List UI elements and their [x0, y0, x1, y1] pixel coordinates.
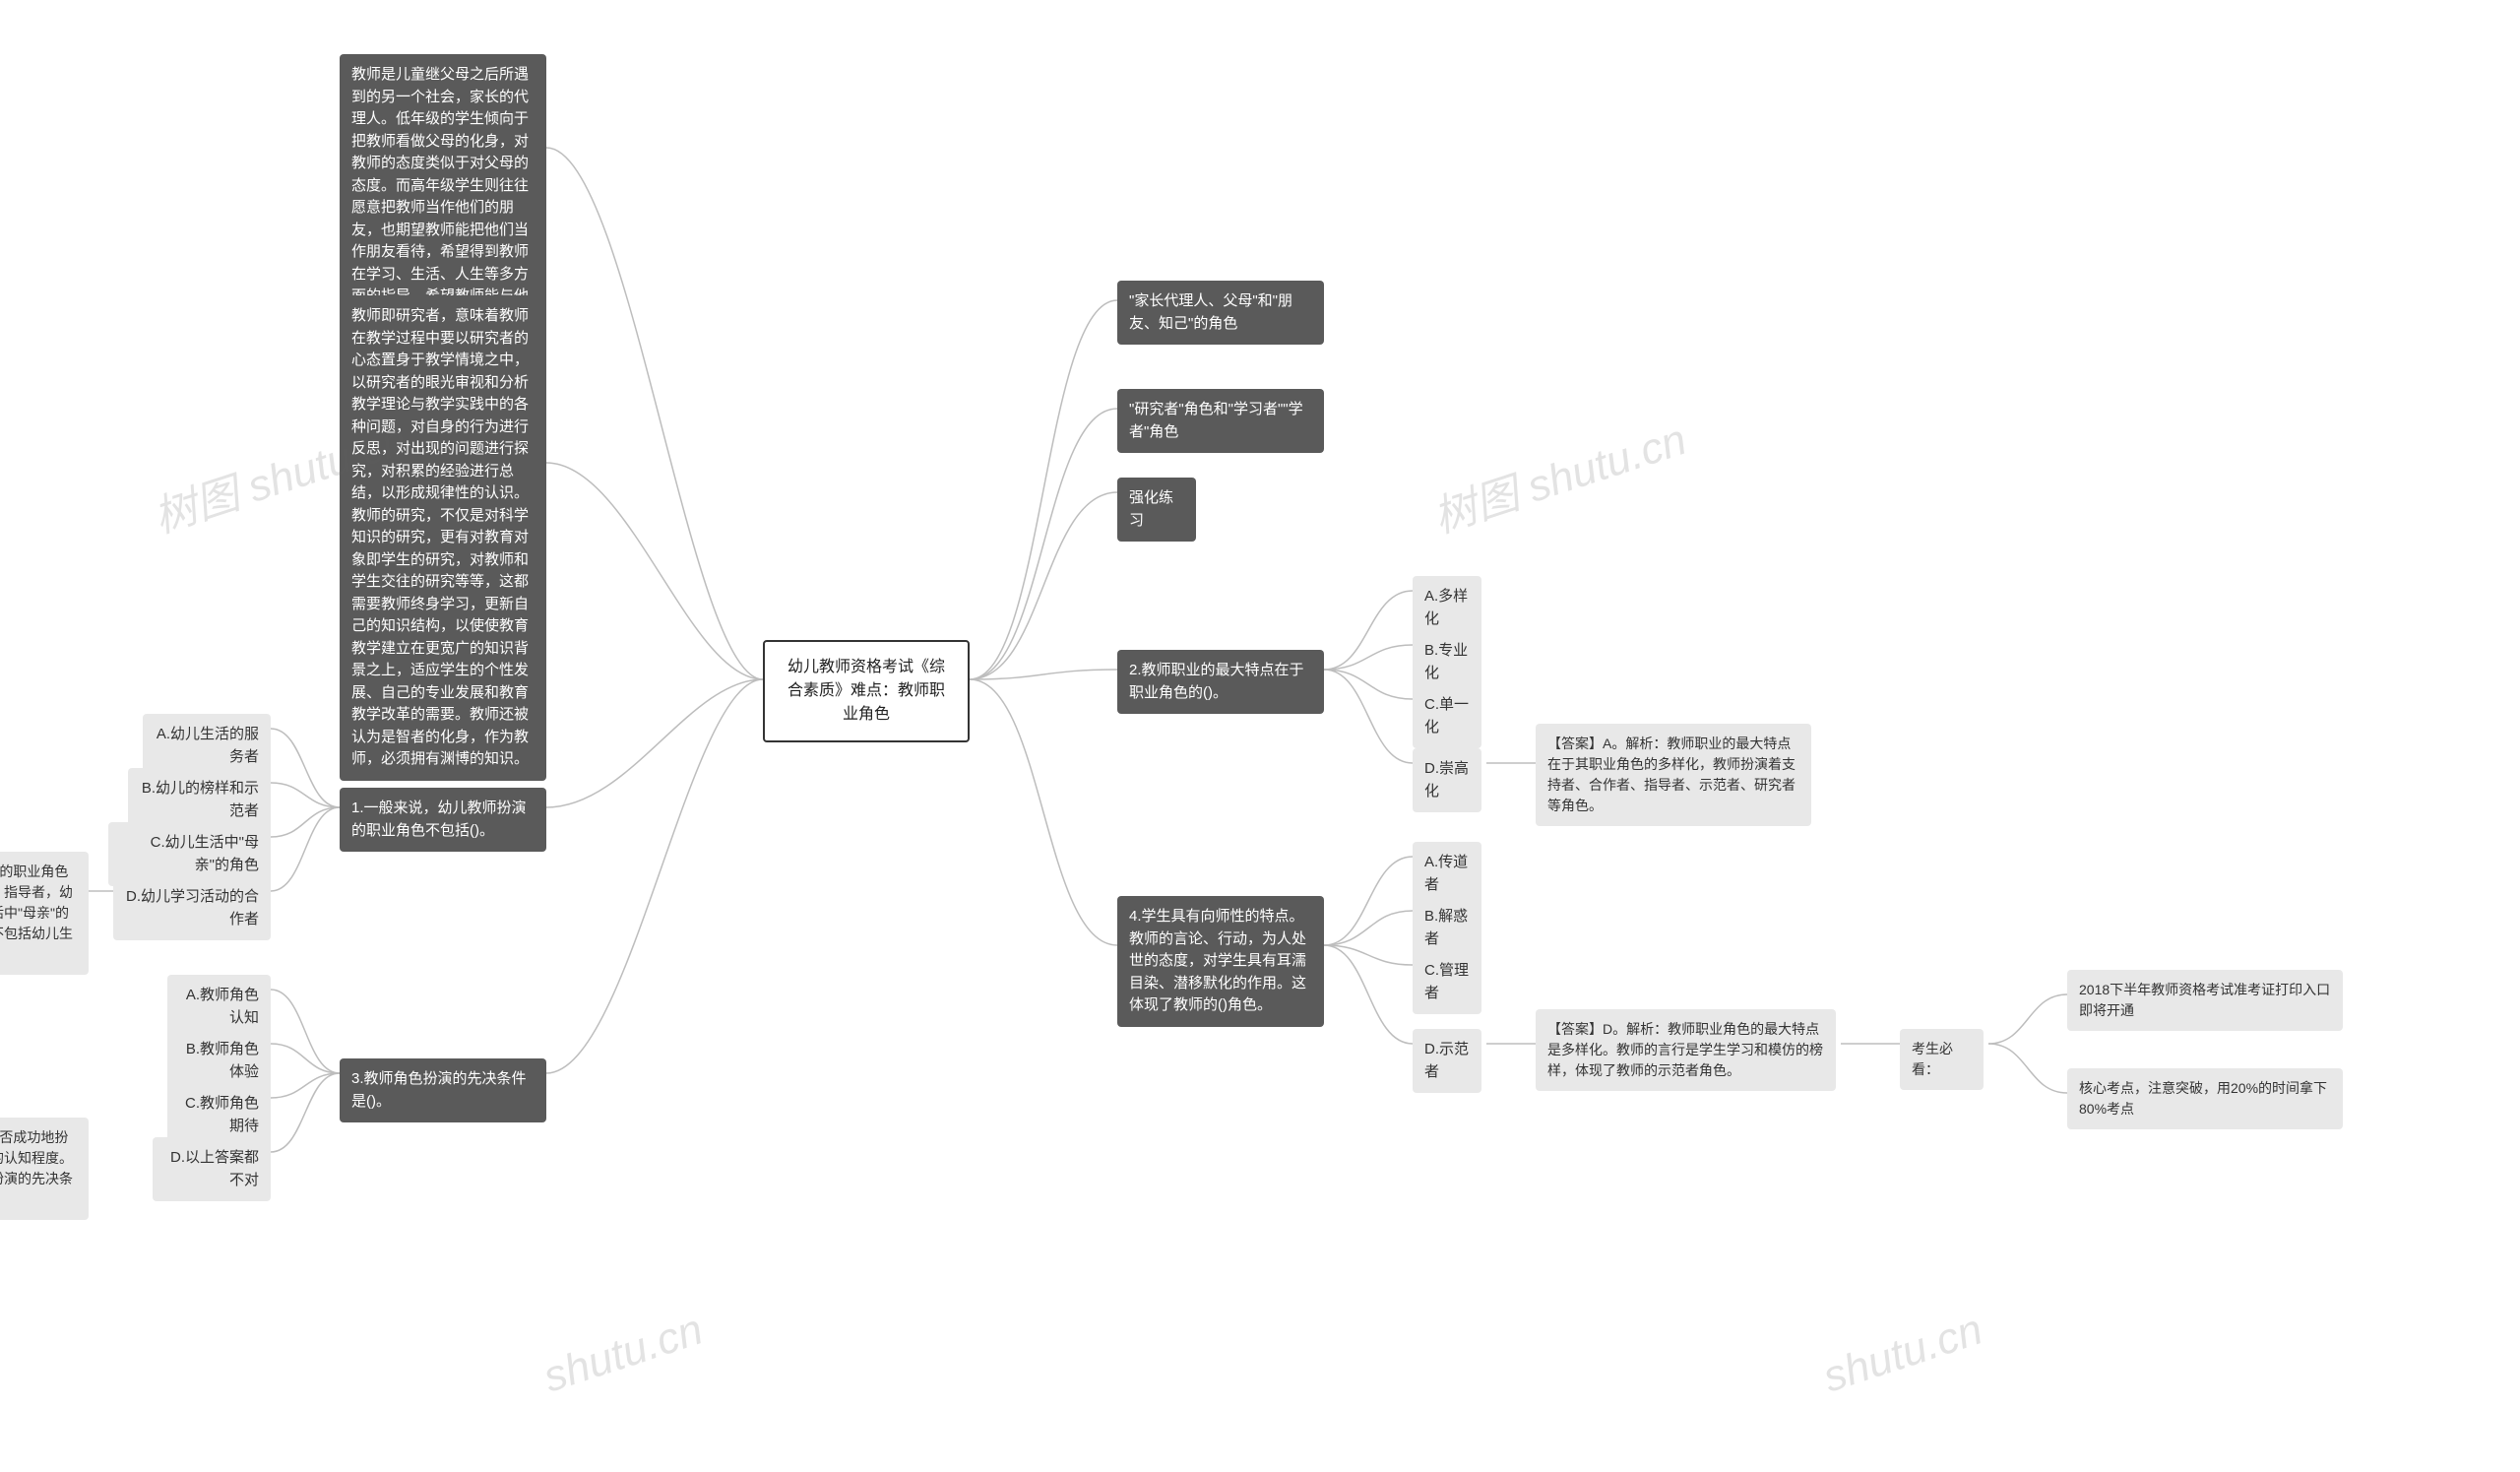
- right-practice: 强化练习: [1117, 478, 1196, 542]
- left-desc2: 教师即研究者，意味着教师在教学过程中要以研究者的心态置身于教学情境之中，以研究者…: [340, 295, 546, 781]
- q3-stem-text: 3.教师角色扮演的先决条件是()。: [351, 1070, 527, 1110]
- q2-b-text: B.专业化: [1424, 642, 1468, 681]
- q4-tip2-text: 核心考点，注意突破，用20%的时间拿下80%考点: [2079, 1080, 2327, 1117]
- role1-text: "家长代理人、父母"和"朋友、知己"的角色: [1129, 292, 1292, 332]
- q2-stem-text: 2.教师职业的最大特点在于职业角色的()。: [1129, 662, 1304, 701]
- q1-answer: 【答案】A。解析：教师扮演的职业角色包括幼儿学习生活的合作者、指导者，幼儿的榜样…: [0, 852, 89, 975]
- right-role2: "研究者"角色和"学习者""学者"角色: [1117, 389, 1324, 453]
- q4-stem: 4.学生具有向师性的特点。教师的言论、行动，为人处世的态度，对学生具有耳濡目染、…: [1117, 896, 1324, 1027]
- center-node: 幼儿教师资格考试《综合素质》难点：教师职业角色: [763, 640, 970, 742]
- q4-a-text: A.传道者: [1424, 854, 1468, 893]
- q3-stem: 3.教师角色扮演的先决条件是()。: [340, 1058, 546, 1122]
- practice-text: 强化练习: [1129, 489, 1173, 529]
- q1-d-text: D.幼儿学习活动的合作者: [126, 888, 259, 928]
- watermark: 树图 shutu.cn: [1424, 404, 1693, 544]
- q2-opt-d: D.崇高化: [1413, 748, 1481, 812]
- q1-c-text: C.幼儿生活中"母亲"的角色: [151, 834, 259, 873]
- q4-tip1: 2018下半年教师资格考试准考证打印入口即将开通: [2067, 970, 2343, 1031]
- q3-c-text: C.教师角色期待: [185, 1095, 259, 1134]
- center-title: 幼儿教师资格考试《综合素质》难点：教师职业角色: [788, 659, 945, 723]
- q2-ans-text: 【答案】A。解析：教师职业的最大特点在于其职业角色的多样化，教师扮演着支持者、合…: [1547, 736, 1796, 813]
- q4-opt-d: D.示范者: [1413, 1029, 1481, 1093]
- watermark: shutu.cn: [1817, 1306, 1988, 1403]
- q4-opt-c: C.管理者: [1413, 950, 1481, 1014]
- q4-ans-text: 【答案】D。解析：教师职业角色的最大特点是多样化。教师的言行是学生学习和模仿的榜…: [1547, 1021, 1823, 1078]
- q2-opt-c: C.单一化: [1413, 684, 1481, 748]
- q4-stem-text: 4.学生具有向师性的特点。教师的言论、行动，为人处世的态度，对学生具有耳濡目染、…: [1129, 908, 1306, 1013]
- q1-b-text: B.幼儿的榜样和示范者: [142, 780, 259, 819]
- q2-answer: 【答案】A。解析：教师职业的最大特点在于其职业角色的多样化，教师扮演着支持者、合…: [1536, 724, 1811, 826]
- q1-opt-d: D.幼儿学习活动的合作者: [113, 876, 271, 940]
- q4-tip-label: 考生必看：: [1900, 1029, 1984, 1090]
- q1-a-text: A.幼儿生活的服务者: [157, 726, 259, 765]
- right-role1: "家长代理人、父母"和"朋友、知己"的角色: [1117, 281, 1324, 345]
- q1-stem-text: 1.一般来说，幼儿教师扮演的职业角色不包括()。: [351, 800, 527, 839]
- q3-d-text: D.以上答案都不对: [170, 1149, 259, 1188]
- q3-opt-d: D.以上答案都不对: [153, 1137, 271, 1201]
- q4-b-text: B.解惑者: [1424, 908, 1468, 947]
- q4-answer: 【答案】D。解析：教师职业角色的最大特点是多样化。教师的言行是学生学习和模仿的榜…: [1536, 1009, 1836, 1091]
- q2-d-text: D.崇高化: [1424, 760, 1469, 800]
- q4-d-text: D.示范者: [1424, 1041, 1469, 1080]
- q2-a-text: A.多样化: [1424, 588, 1468, 627]
- q1-ans-text: 【答案】A。解析：教师扮演的职业角色包括幼儿学习生活的合作者、指导者，幼儿的榜样…: [0, 864, 73, 962]
- q1-stem: 1.一般来说，幼儿教师扮演的职业角色不包括()。: [340, 788, 546, 852]
- q3-b-text: B.教师角色体验: [186, 1041, 259, 1080]
- q2-c-text: C.单一化: [1424, 696, 1469, 736]
- q3-answer: 【答案】A。解析：一个人能否成功地扮演各种角色，取决于对角色的认知程度。因此，教…: [0, 1118, 89, 1220]
- desc2-text: 教师即研究者，意味着教师在教学过程中要以研究者的心态置身于教学情境之中，以研究者…: [351, 307, 529, 767]
- watermark: shutu.cn: [537, 1306, 709, 1403]
- q3-a-text: A.教师角色认知: [186, 987, 259, 1026]
- role2-text: "研究者"角色和"学习者""学者"角色: [1129, 401, 1303, 440]
- q4-c-text: C.管理者: [1424, 962, 1469, 1001]
- q4-tip-label-text: 考生必看：: [1912, 1041, 1953, 1077]
- q2-stem: 2.教师职业的最大特点在于职业角色的()。: [1117, 650, 1324, 714]
- q4-tip2: 核心考点，注意突破，用20%的时间拿下80%考点: [2067, 1068, 2343, 1129]
- q3-ans-text: 【答案】A。解析：一个人能否成功地扮演各种角色，取决于对角色的认知程度。因此，教…: [0, 1129, 73, 1207]
- q4-tip1-text: 2018下半年教师资格考试准考证打印入口即将开通: [2079, 982, 2330, 1018]
